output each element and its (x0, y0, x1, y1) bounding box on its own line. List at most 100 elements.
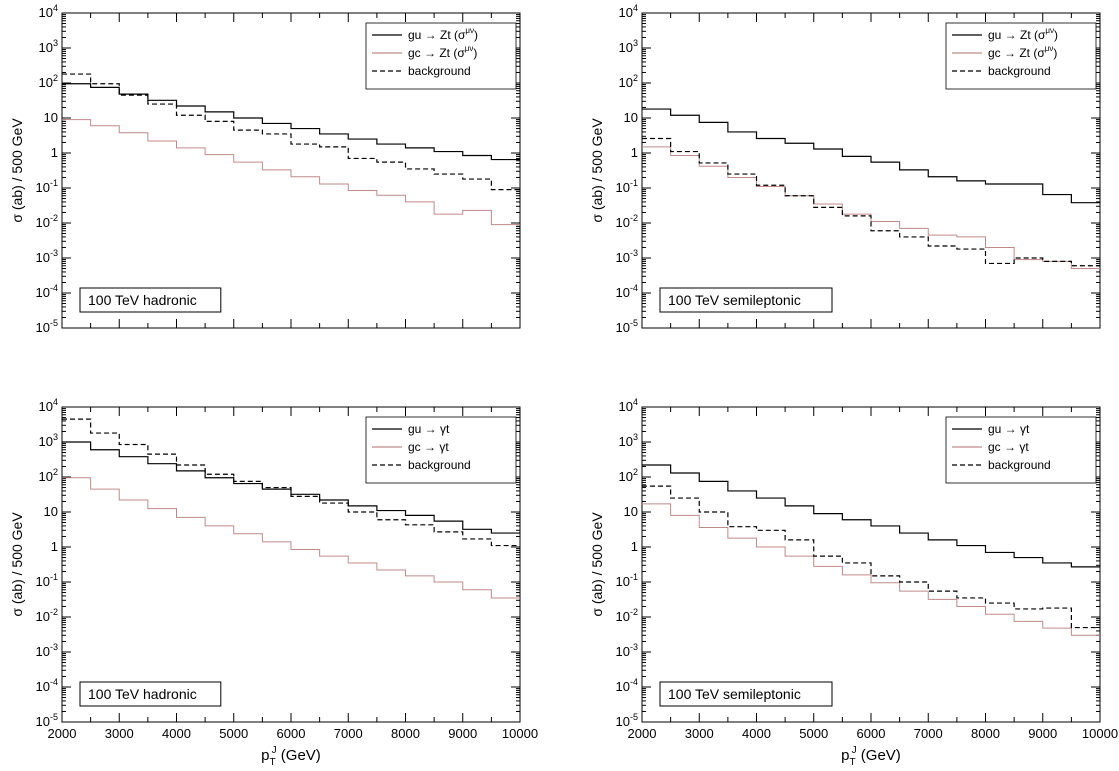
panel-label: 100 TeV hadronic (88, 292, 197, 308)
series-line-2 (62, 477, 520, 599)
x-tick-label: 10000 (1082, 726, 1118, 741)
y-tick-label: 10-4 (36, 283, 58, 300)
x-tick-label: 3000 (685, 726, 714, 741)
x-tick-label: 2000 (48, 726, 77, 741)
legend-box (945, 22, 1097, 90)
y-tick-label: 10-3 (36, 642, 58, 659)
x-axis-label: pTJ (GeV) (261, 745, 321, 768)
x-tick-label: 8000 (391, 726, 420, 741)
series-line-2 (642, 503, 1100, 636)
y-tick-label: 103 (619, 432, 638, 449)
y-tick-label: 10 (624, 504, 638, 519)
x-tick-label: 10000 (502, 726, 538, 741)
legend-box (365, 22, 517, 90)
chart-panel-4: 2000 3000 4000 5000 6000 7000 8000 9000 10000 10-… (589, 397, 1118, 768)
panel-label-box (659, 287, 833, 313)
legend-label: gc → Zt (σμν) (408, 44, 477, 60)
y-axis-label: σ (ab) / 500 GeV (589, 512, 605, 617)
y-tick-label: 103 (619, 38, 638, 55)
y-tick-label: 102 (619, 467, 638, 484)
y-tick-label: 10-2 (36, 607, 58, 624)
series-line-1 (642, 108, 1100, 204)
series-line-1 (62, 441, 520, 534)
series-line-1 (642, 464, 1100, 568)
chart-panel-2: 10-5 10-4 10-3 10-2 10-1 1 10 102 103 104 σ (ab) /… (589, 3, 1101, 335)
x-tick-label: 6000 (277, 726, 306, 741)
chart-panel-3: 2000 3000 4000 5000 6000 7000 8000 9000 10000 10-… (9, 397, 538, 768)
series-line-2 (642, 146, 1100, 270)
series-line-2 (62, 119, 520, 226)
y-tick-label: 10 (44, 110, 58, 125)
legend-label: gu → Zt (σμν) (408, 26, 478, 42)
y-tick-label: 10-3 (616, 642, 638, 659)
y-axis-label: σ (ab) / 500 GeV (589, 118, 605, 223)
legend-label: gc → γt (408, 440, 449, 454)
x-tick-label: 7000 (914, 726, 943, 741)
x-tick-label: 4000 (742, 726, 771, 741)
panel-label-box (659, 681, 833, 707)
y-tick-label: 10-1 (36, 178, 58, 195)
y-tick-label: 10-1 (616, 178, 638, 195)
x-tick-label: 5000 (219, 726, 248, 741)
legend-label: background (408, 64, 471, 78)
series-line-3 (62, 73, 520, 191)
x-tick-label: 9000 (1028, 726, 1057, 741)
panel-label-box (79, 287, 222, 313)
legend-label: gu → γt (408, 422, 450, 436)
y-tick-label: 10-2 (36, 213, 58, 230)
legend-label: gu → γt (988, 422, 1030, 436)
y-tick-label: 10-5 (616, 318, 638, 335)
x-tick-label: 7000 (334, 726, 363, 741)
x-tick-label: 5000 (799, 726, 828, 741)
y-tick-label: 102 (619, 73, 638, 90)
legend-label: gc → γt (988, 440, 1029, 454)
y-tick-label: 1 (631, 539, 638, 554)
y-tick-label: 10-4 (616, 677, 638, 694)
x-tick-label: 6000 (857, 726, 886, 741)
y-tick-label: 103 (39, 432, 58, 449)
legend-label: background (988, 458, 1051, 472)
legend-box (945, 416, 1097, 484)
y-tick-label: 103 (39, 38, 58, 55)
x-tick-label: 3000 (105, 726, 134, 741)
legend-label: background (988, 64, 1051, 78)
y-axis-label: σ (ab) / 500 GeV (9, 512, 25, 617)
y-tick-label: 104 (619, 397, 638, 414)
y-tick-label: 102 (39, 73, 58, 90)
y-tick-label: 10-4 (616, 283, 638, 300)
y-tick-label: 10-5 (616, 712, 638, 729)
x-tick-label: 9000 (448, 726, 477, 741)
y-tick-label: 10-3 (36, 248, 58, 265)
series-line-3 (62, 418, 520, 547)
panel-label-box (79, 681, 222, 707)
y-tick-label: 1 (631, 145, 638, 160)
y-tick-label: 10-1 (36, 572, 58, 589)
y-tick-label: 102 (39, 467, 58, 484)
x-tick-label: 2000 (628, 726, 657, 741)
y-tick-label: 10 (44, 504, 58, 519)
y-tick-label: 1 (51, 145, 58, 160)
legend-label: background (408, 458, 471, 472)
y-tick-label: 10-5 (36, 712, 58, 729)
y-tick-label: 104 (619, 3, 638, 20)
x-tick-label: 8000 (971, 726, 1000, 741)
legend-label: gu → Zt (σμν) (988, 26, 1058, 42)
legend-box (365, 416, 517, 484)
x-axis-label: pTJ (GeV) (841, 745, 901, 768)
series-line-3 (642, 485, 1100, 629)
y-tick-label: 10-4 (36, 677, 58, 694)
series-line-3 (642, 137, 1100, 267)
chart-panel-1: 10-5 10-4 10-3 10-2 10-1 1 10 102 103 104 σ (ab) /… (9, 3, 521, 335)
x-tick-label: 4000 (162, 726, 191, 741)
legend-label: gc → Zt (σμν) (988, 44, 1057, 60)
y-tick-label: 104 (39, 3, 58, 20)
y-axis-label: σ (ab) / 500 GeV (9, 118, 25, 223)
y-tick-label: 104 (39, 397, 58, 414)
y-tick-label: 10-5 (36, 318, 58, 335)
panel-label: 100 TeV semileptonic (668, 686, 801, 702)
panel-label: 100 TeV semileptonic (668, 292, 801, 308)
y-tick-label: 10-3 (616, 248, 638, 265)
y-tick-label: 1 (51, 539, 58, 554)
y-tick-label: 10-1 (616, 572, 638, 589)
